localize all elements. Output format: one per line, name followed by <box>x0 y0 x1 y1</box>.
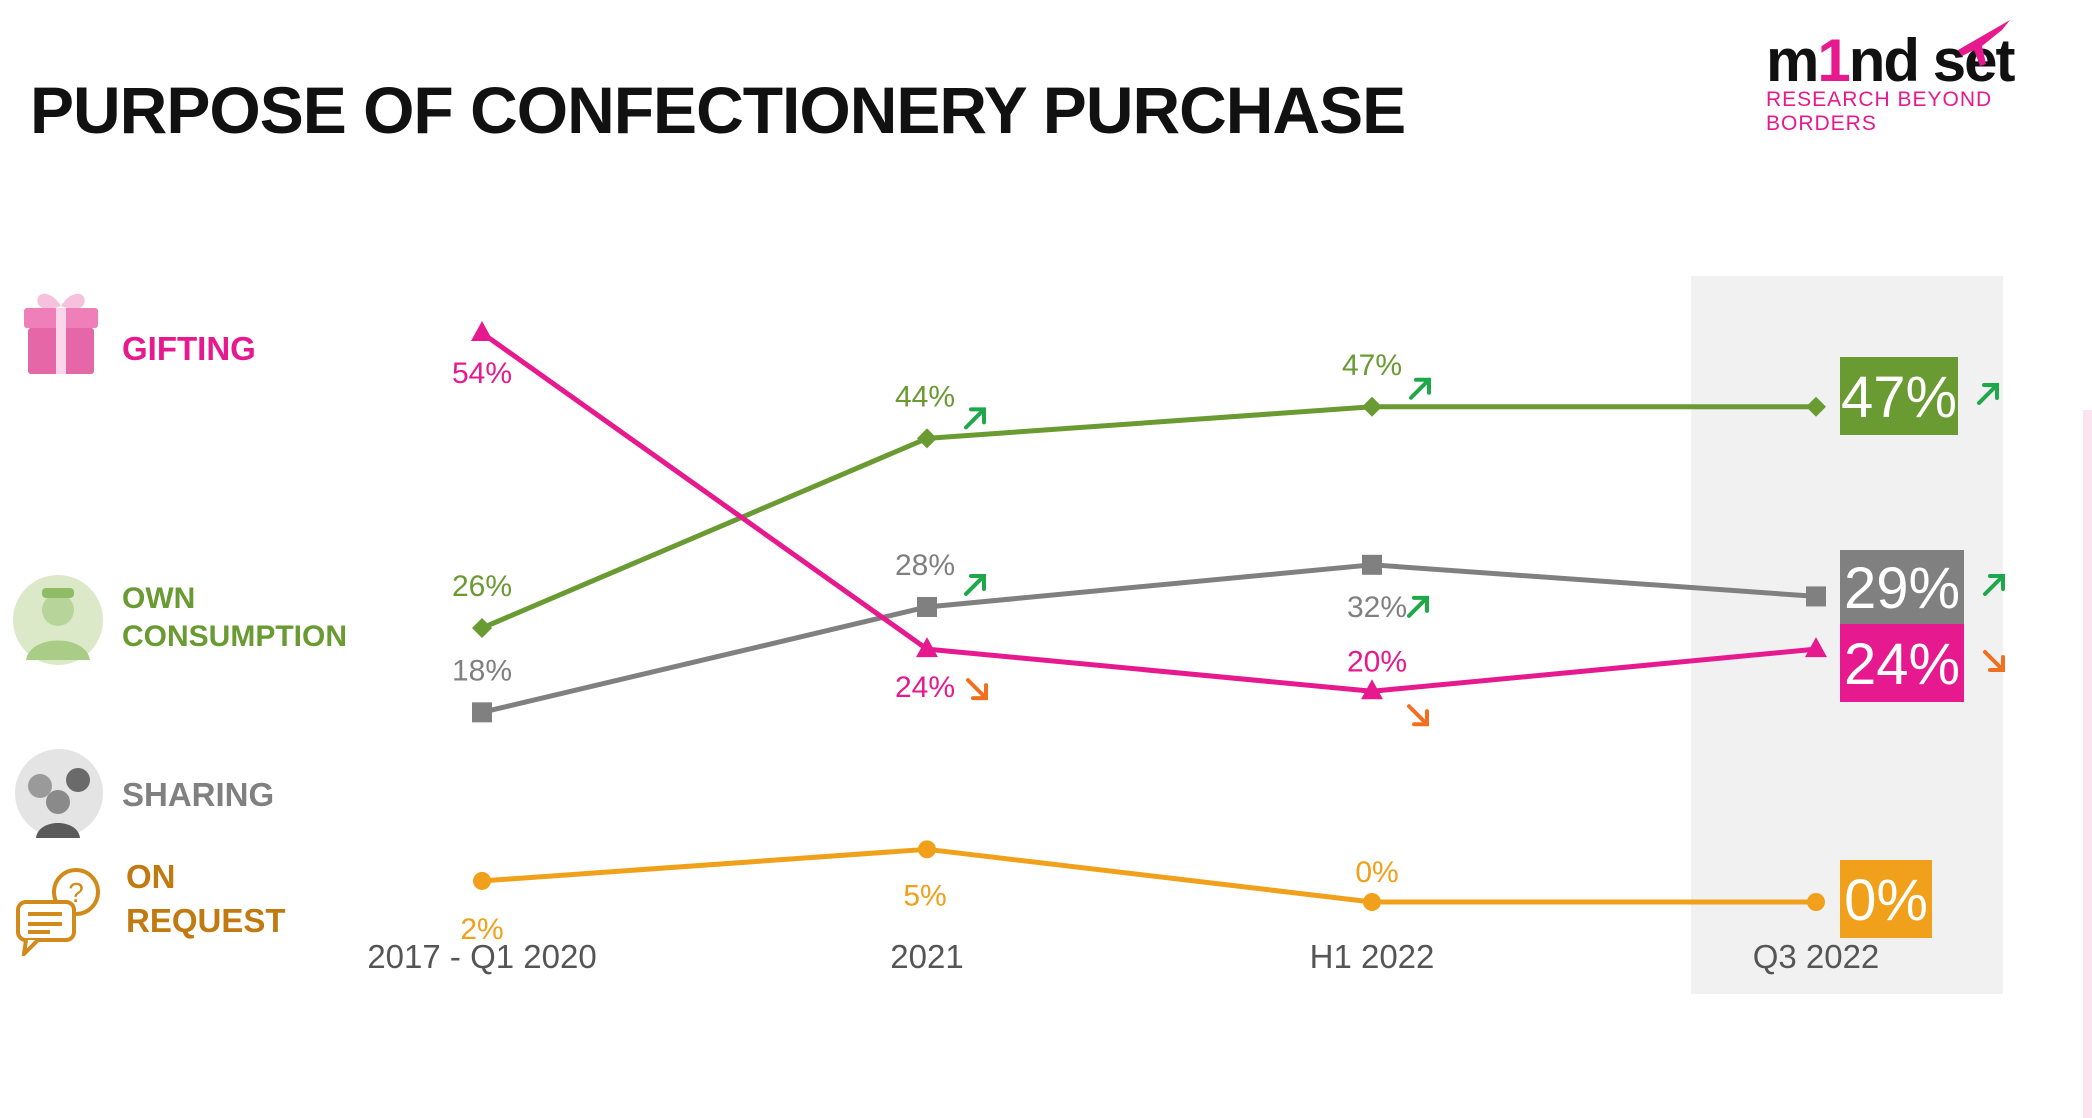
request-q3-badge-value: 0% <box>1844 868 1928 933</box>
request-data-label: 0% <box>1355 856 1398 889</box>
own-data-point <box>472 618 492 639</box>
sharing-data-label: 32% <box>1347 591 1407 624</box>
trend-arrow-path <box>1409 377 1431 400</box>
logo-tagline: RESEARCH BEYOND BORDERS <box>1766 88 1993 135</box>
legend-label-on-line1: ON <box>126 858 176 895</box>
trend-arrow-path <box>1983 650 2005 672</box>
sharing-data-point <box>1362 554 1382 575</box>
trend-arrow-path <box>966 678 988 701</box>
own-data-label: 47% <box>1342 349 1402 382</box>
own-series-line <box>481 404 1816 631</box>
airplane-icon <box>1958 20 2010 66</box>
svg-text:?: ? <box>68 877 84 908</box>
trend-arrow-path <box>1977 383 1999 405</box>
sharing-q3-badge <box>1840 550 1964 624</box>
gifting-data-point <box>471 321 493 341</box>
legend-label-request-line2: REQUEST <box>126 902 286 939</box>
trend-arrow-path <box>964 407 986 430</box>
own-data-point <box>1362 396 1382 417</box>
legend-label-own-line2: CONSUMPTION <box>122 620 347 653</box>
own-q3-badge-value: 47% <box>1841 365 1957 430</box>
gifting-data-point <box>1805 637 1827 658</box>
sharing-data-point <box>472 702 492 723</box>
sharing-data-point <box>1806 586 1826 607</box>
request-data-point <box>473 871 491 890</box>
logo-wordmark: m1nd set <box>1766 27 2015 94</box>
trend-down-icon <box>966 678 988 701</box>
request-data-label: 2% <box>460 913 503 946</box>
own-data-point <box>1806 396 1826 417</box>
own-data-label: 44% <box>895 380 955 413</box>
own-data-label: 26% <box>452 570 512 603</box>
trend-up-icon <box>964 407 986 430</box>
trend-up-icon <box>1983 574 2005 596</box>
trend-arrow-path <box>964 573 986 596</box>
x-tick-label: Q3 2022 <box>1753 938 1880 975</box>
trend-down-icon <box>1983 650 2005 672</box>
trend-up-icon <box>964 573 986 596</box>
legend-label-own-consumption: OWN CONSUMPTION <box>122 580 347 656</box>
legend-label-own-line1: OWN <box>122 582 196 615</box>
trend-up-icon <box>1409 377 1431 400</box>
speech-bubble-question-icon: ? <box>16 868 100 956</box>
gifting-data-label: 54% <box>452 357 512 390</box>
x-tick-label: 2017 - Q1 2020 <box>367 938 596 975</box>
request-data-point <box>918 840 936 859</box>
mindset-logo: m1nd set RESEARCH BEYOND BORDERS <box>1762 18 2087 135</box>
gifting-data-point <box>916 637 938 658</box>
gifting-data-label: 20% <box>1347 645 1407 678</box>
sharing-data-point <box>917 596 937 617</box>
request-series-line <box>481 846 1816 905</box>
sharing-data-label: 28% <box>895 549 955 582</box>
gifting-q3-badge <box>1840 624 1964 702</box>
own-data-point <box>917 428 937 449</box>
request-data-point <box>1807 893 1825 911</box>
request-data-label: 5% <box>903 879 946 912</box>
gifting-series-line <box>480 330 1817 694</box>
decorative-edge-strip <box>2083 410 2092 1118</box>
request-data-point <box>1363 893 1381 911</box>
x-tick-label: H1 2022 <box>1310 938 1435 975</box>
gifting-data-label: 24% <box>895 671 955 704</box>
sharing-q3-badge-value: 29% <box>1844 556 1960 621</box>
own-q3-badge <box>1840 357 1958 435</box>
person-eating-icon <box>13 575 103 665</box>
request-q3-badge <box>1840 860 1932 938</box>
gift-icon <box>24 293 98 374</box>
legend-label-gifting: GIFTING <box>122 330 256 367</box>
sharing-data-label: 18% <box>452 654 512 687</box>
trend-arrow-path <box>1407 595 1429 618</box>
legend-label-on-request: ON REQUEST <box>126 858 286 940</box>
page-title: PURPOSE OF CONFECTIONERY PURCHASE <box>30 73 1406 147</box>
x-tick-label: 2021 <box>890 938 963 975</box>
gifting-q3-badge-value: 24% <box>1844 632 1960 697</box>
trend-down-icon <box>1407 704 1429 727</box>
gifting-data-point <box>1361 679 1383 700</box>
trend-up-icon <box>1977 383 1999 405</box>
sharing-series-line <box>481 562 1817 715</box>
trend-arrow-path <box>1407 704 1429 727</box>
trend-arrow-path <box>1983 574 2005 596</box>
trend-up-icon <box>1407 595 1429 618</box>
group-people-icon <box>15 749 103 838</box>
legend-label-sharing: SHARING <box>122 776 275 813</box>
